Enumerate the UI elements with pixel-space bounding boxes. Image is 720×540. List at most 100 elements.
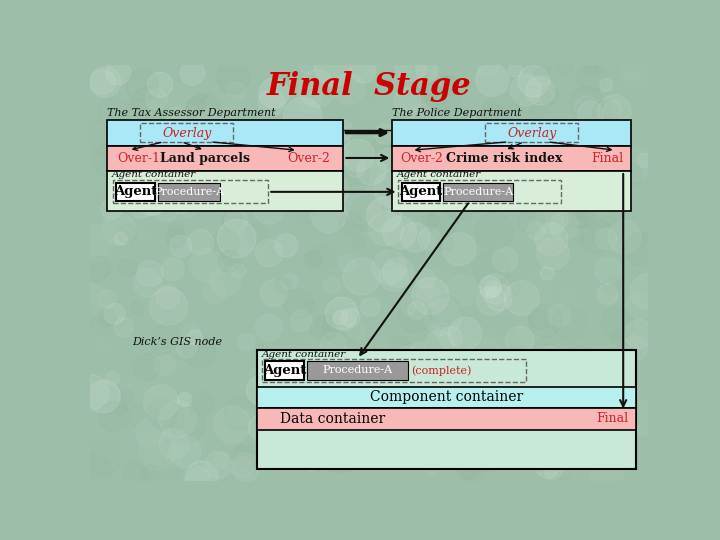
Circle shape (600, 411, 633, 444)
Circle shape (211, 230, 239, 258)
Bar (392, 120, 631, 146)
Circle shape (397, 175, 427, 204)
Circle shape (84, 256, 109, 281)
Circle shape (156, 286, 180, 309)
Circle shape (490, 322, 523, 355)
Circle shape (348, 381, 383, 416)
Circle shape (300, 164, 320, 184)
Circle shape (374, 170, 411, 207)
Circle shape (345, 366, 358, 380)
Circle shape (253, 321, 278, 345)
Circle shape (320, 333, 346, 359)
Circle shape (602, 66, 615, 79)
Circle shape (275, 234, 298, 257)
Circle shape (156, 83, 192, 119)
Circle shape (412, 342, 425, 355)
Circle shape (148, 72, 173, 97)
Circle shape (343, 139, 374, 171)
Circle shape (395, 292, 423, 319)
Circle shape (88, 381, 120, 413)
Circle shape (613, 85, 650, 123)
Circle shape (356, 447, 377, 468)
Circle shape (186, 98, 206, 117)
Circle shape (562, 225, 584, 246)
Circle shape (261, 442, 274, 455)
Circle shape (383, 257, 413, 287)
Circle shape (333, 309, 356, 331)
Circle shape (535, 223, 568, 255)
Circle shape (189, 392, 215, 416)
Text: Agent container: Agent container (397, 171, 481, 179)
Circle shape (210, 168, 244, 202)
Circle shape (148, 398, 179, 428)
Circle shape (488, 153, 503, 168)
Text: Procedure-A: Procedure-A (444, 187, 513, 197)
Circle shape (430, 252, 454, 276)
Circle shape (580, 219, 615, 254)
Circle shape (630, 219, 644, 233)
Circle shape (523, 142, 552, 171)
Circle shape (297, 336, 323, 361)
Circle shape (519, 432, 546, 459)
Circle shape (99, 309, 116, 327)
Circle shape (246, 375, 277, 406)
Circle shape (74, 285, 107, 317)
Circle shape (321, 55, 346, 79)
Circle shape (536, 456, 559, 478)
Circle shape (174, 98, 198, 123)
Circle shape (534, 68, 549, 83)
Circle shape (554, 113, 567, 126)
Circle shape (357, 157, 386, 185)
Circle shape (475, 217, 495, 237)
Circle shape (544, 247, 579, 281)
Circle shape (260, 280, 287, 307)
Circle shape (217, 104, 250, 136)
Circle shape (608, 221, 641, 253)
Circle shape (538, 297, 559, 318)
Circle shape (346, 157, 365, 177)
Bar (444, 183, 513, 201)
Circle shape (389, 423, 418, 453)
Circle shape (443, 233, 476, 265)
Circle shape (526, 77, 554, 105)
Text: Over-2: Over-2 (287, 152, 330, 165)
Circle shape (356, 420, 375, 438)
Circle shape (237, 388, 254, 405)
Circle shape (510, 302, 549, 340)
Circle shape (412, 189, 425, 201)
Circle shape (198, 133, 233, 168)
Bar (107, 120, 343, 146)
Circle shape (145, 411, 181, 448)
Circle shape (598, 245, 628, 274)
Circle shape (579, 136, 598, 155)
Circle shape (143, 385, 179, 420)
Circle shape (508, 63, 522, 77)
Circle shape (332, 120, 353, 140)
Circle shape (374, 124, 395, 144)
Circle shape (144, 126, 161, 143)
Circle shape (109, 315, 136, 341)
Circle shape (518, 65, 549, 97)
Circle shape (485, 280, 501, 297)
Circle shape (373, 303, 388, 319)
Circle shape (299, 133, 321, 155)
Circle shape (189, 133, 217, 162)
Circle shape (440, 345, 472, 376)
Circle shape (623, 336, 647, 360)
Text: Agent container: Agent container (112, 171, 196, 179)
Circle shape (551, 271, 577, 297)
Circle shape (91, 252, 116, 276)
Circle shape (437, 234, 453, 251)
Circle shape (616, 372, 630, 387)
Circle shape (503, 136, 529, 161)
Bar (485, 123, 578, 142)
Circle shape (123, 462, 148, 487)
Circle shape (389, 336, 410, 358)
Bar (398, 180, 561, 204)
Circle shape (310, 171, 348, 210)
Circle shape (591, 270, 612, 291)
Circle shape (167, 164, 198, 194)
Circle shape (341, 226, 366, 251)
Circle shape (106, 60, 131, 85)
Circle shape (445, 347, 464, 366)
